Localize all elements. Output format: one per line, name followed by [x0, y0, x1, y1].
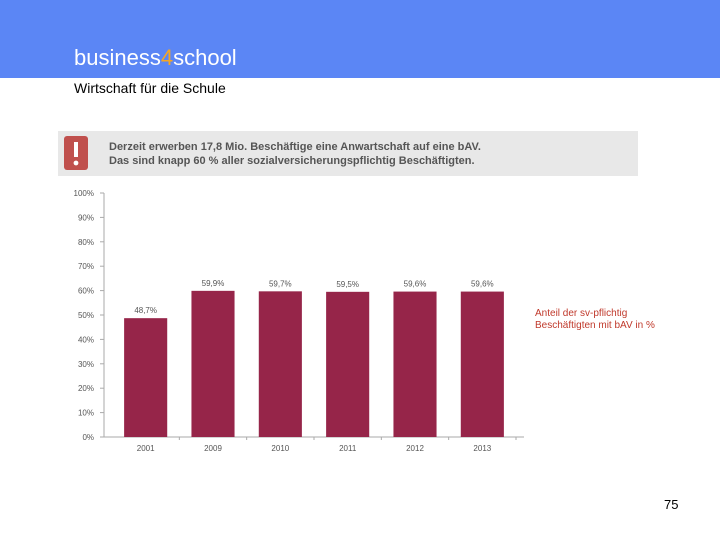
page-number: 75: [664, 497, 679, 512]
brand-prefix: business: [74, 45, 161, 70]
banner-text-line-1: Derzeit erwerben 17,8 Mio. Beschäftige e…: [109, 141, 481, 153]
x-tick-label: 2009: [204, 444, 222, 453]
y-tick-label: 40%: [78, 335, 94, 344]
y-tick-label: 50%: [78, 311, 94, 320]
x-tick-label: 2013: [473, 444, 491, 453]
x-tick-label: 2001: [137, 444, 155, 453]
exclamation-icon: [64, 136, 88, 170]
y-tick-label: 20%: [78, 384, 94, 393]
bar: [124, 318, 168, 437]
y-tick-label: 0%: [82, 433, 94, 442]
legend-note: Anteil der sv-pflichtig Beschäftigten mi…: [535, 308, 655, 331]
bar-value-label: 59,7%: [269, 279, 292, 288]
header-bar: [0, 0, 720, 78]
y-tick-label: 80%: [78, 238, 94, 247]
brand-logo: business4school: [74, 45, 237, 71]
y-tick-label: 10%: [78, 409, 94, 418]
x-tick-label: 2011: [339, 444, 357, 453]
header-subtitle: Wirtschaft für die Schule: [74, 80, 226, 96]
bar: [393, 291, 437, 437]
y-tick-label: 30%: [78, 360, 94, 369]
bar: [460, 291, 504, 437]
brand-digit: 4: [160, 45, 174, 70]
x-tick-label: 2010: [271, 444, 289, 453]
banner-text-line-2: Das sind knapp 60 % aller sozialversiche…: [109, 155, 475, 167]
bar-value-label: 48,7%: [134, 306, 157, 315]
info-banner: Derzeit erwerben 17,8 Mio. Beschäftige e…: [58, 131, 638, 176]
y-tick-label: 60%: [78, 287, 94, 296]
bar: [191, 290, 235, 437]
bar-value-label: 59,5%: [336, 280, 359, 289]
y-tick-label: 70%: [78, 262, 94, 271]
bar-value-label: 59,6%: [404, 280, 427, 289]
bar: [326, 291, 370, 437]
brand-suffix: school: [173, 45, 237, 70]
bar-value-label: 59,9%: [202, 279, 225, 288]
y-tick-label: 100%: [74, 189, 94, 198]
bar: [258, 291, 302, 437]
x-tick-label: 2012: [406, 444, 424, 453]
y-tick-label: 90%: [78, 213, 94, 222]
bar-chart: 0% 10% 20% 30% 40% 50% 60% 70% 80% 90% 100% 48,7% 20…: [74, 189, 524, 453]
bar-value-label: 59,6%: [471, 280, 494, 289]
